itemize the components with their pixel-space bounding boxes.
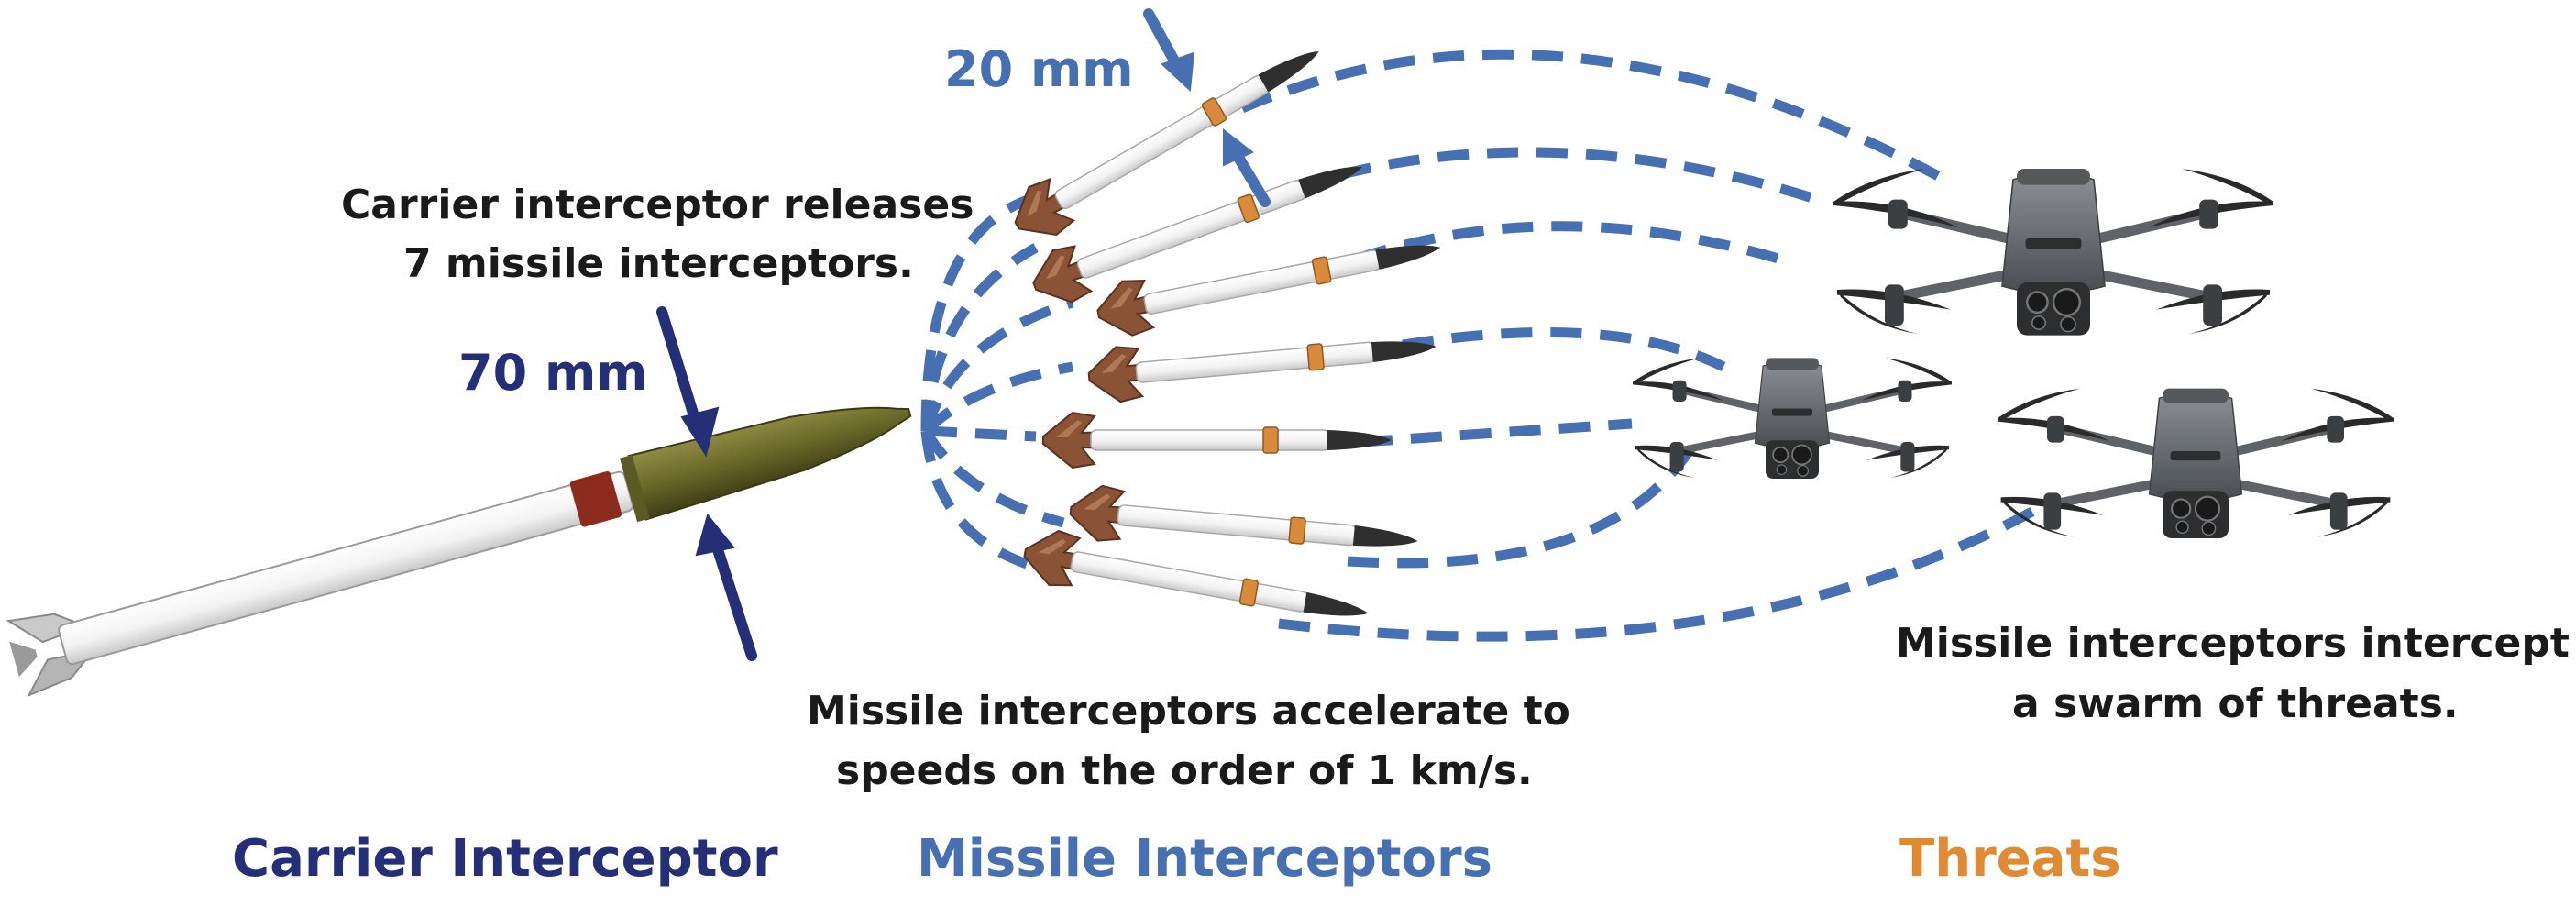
intercept-trajectory-7 [1278,495,2056,642]
launch-trajectory-4 [922,361,1073,435]
missile-diameter-label: 20 mm [944,40,1133,98]
release-caption-line2: 7 missile interceptors. [403,240,914,287]
dimension-arrow-icon [656,306,757,661]
category-missile-interceptors: Missile Interceptors [917,829,1492,889]
release-caption-line1: Carrier interceptor releases [341,182,974,228]
accel-caption-line1: Missile interceptors accelerate to [807,688,1570,735]
intercept-caption-line2: a swarm of threats. [2012,680,2459,727]
drone-icon [1633,358,1952,479]
launch-trajectory-5 [925,425,1037,442]
drone-icon [1998,389,2394,538]
intercept-trajectory-2 [1291,147,1826,207]
launch-trajectory-6 [921,428,1065,528]
carrier-diameter-label: 70 mm [458,344,647,402]
launch-trajectory-3 [920,297,1074,433]
intercept-trajectory-5 [1360,418,1633,447]
intercept-trajectory-3 [1355,221,1789,267]
category-threats: Threats [1899,829,2121,889]
accel-caption-line2: speeds on the order of 1 km/s. [836,747,1533,794]
intercept-trajectory-1 [1239,49,1946,183]
trajectory-paths [920,49,2056,642]
drone-icon [1833,169,2273,336]
carrier-rocket-icon [6,406,912,698]
missile-interceptors-group [1002,27,1447,642]
intercept-caption-line1: Missile interceptors intercept [1896,620,2570,667]
missile-icon [1042,412,1393,469]
launch-trajectory-1 [920,192,1038,432]
intercept-trajectory-6 [1347,437,1701,569]
category-carrier-interceptor: Carrier Interceptor [232,829,778,889]
intercept-trajectory-4 [1402,327,1726,371]
dimension-arrow-icon [1143,8,1271,207]
launch-trajectory-2 [920,243,1039,432]
missile-icon [1067,482,1422,569]
launch-trajectory-7 [920,430,1029,569]
